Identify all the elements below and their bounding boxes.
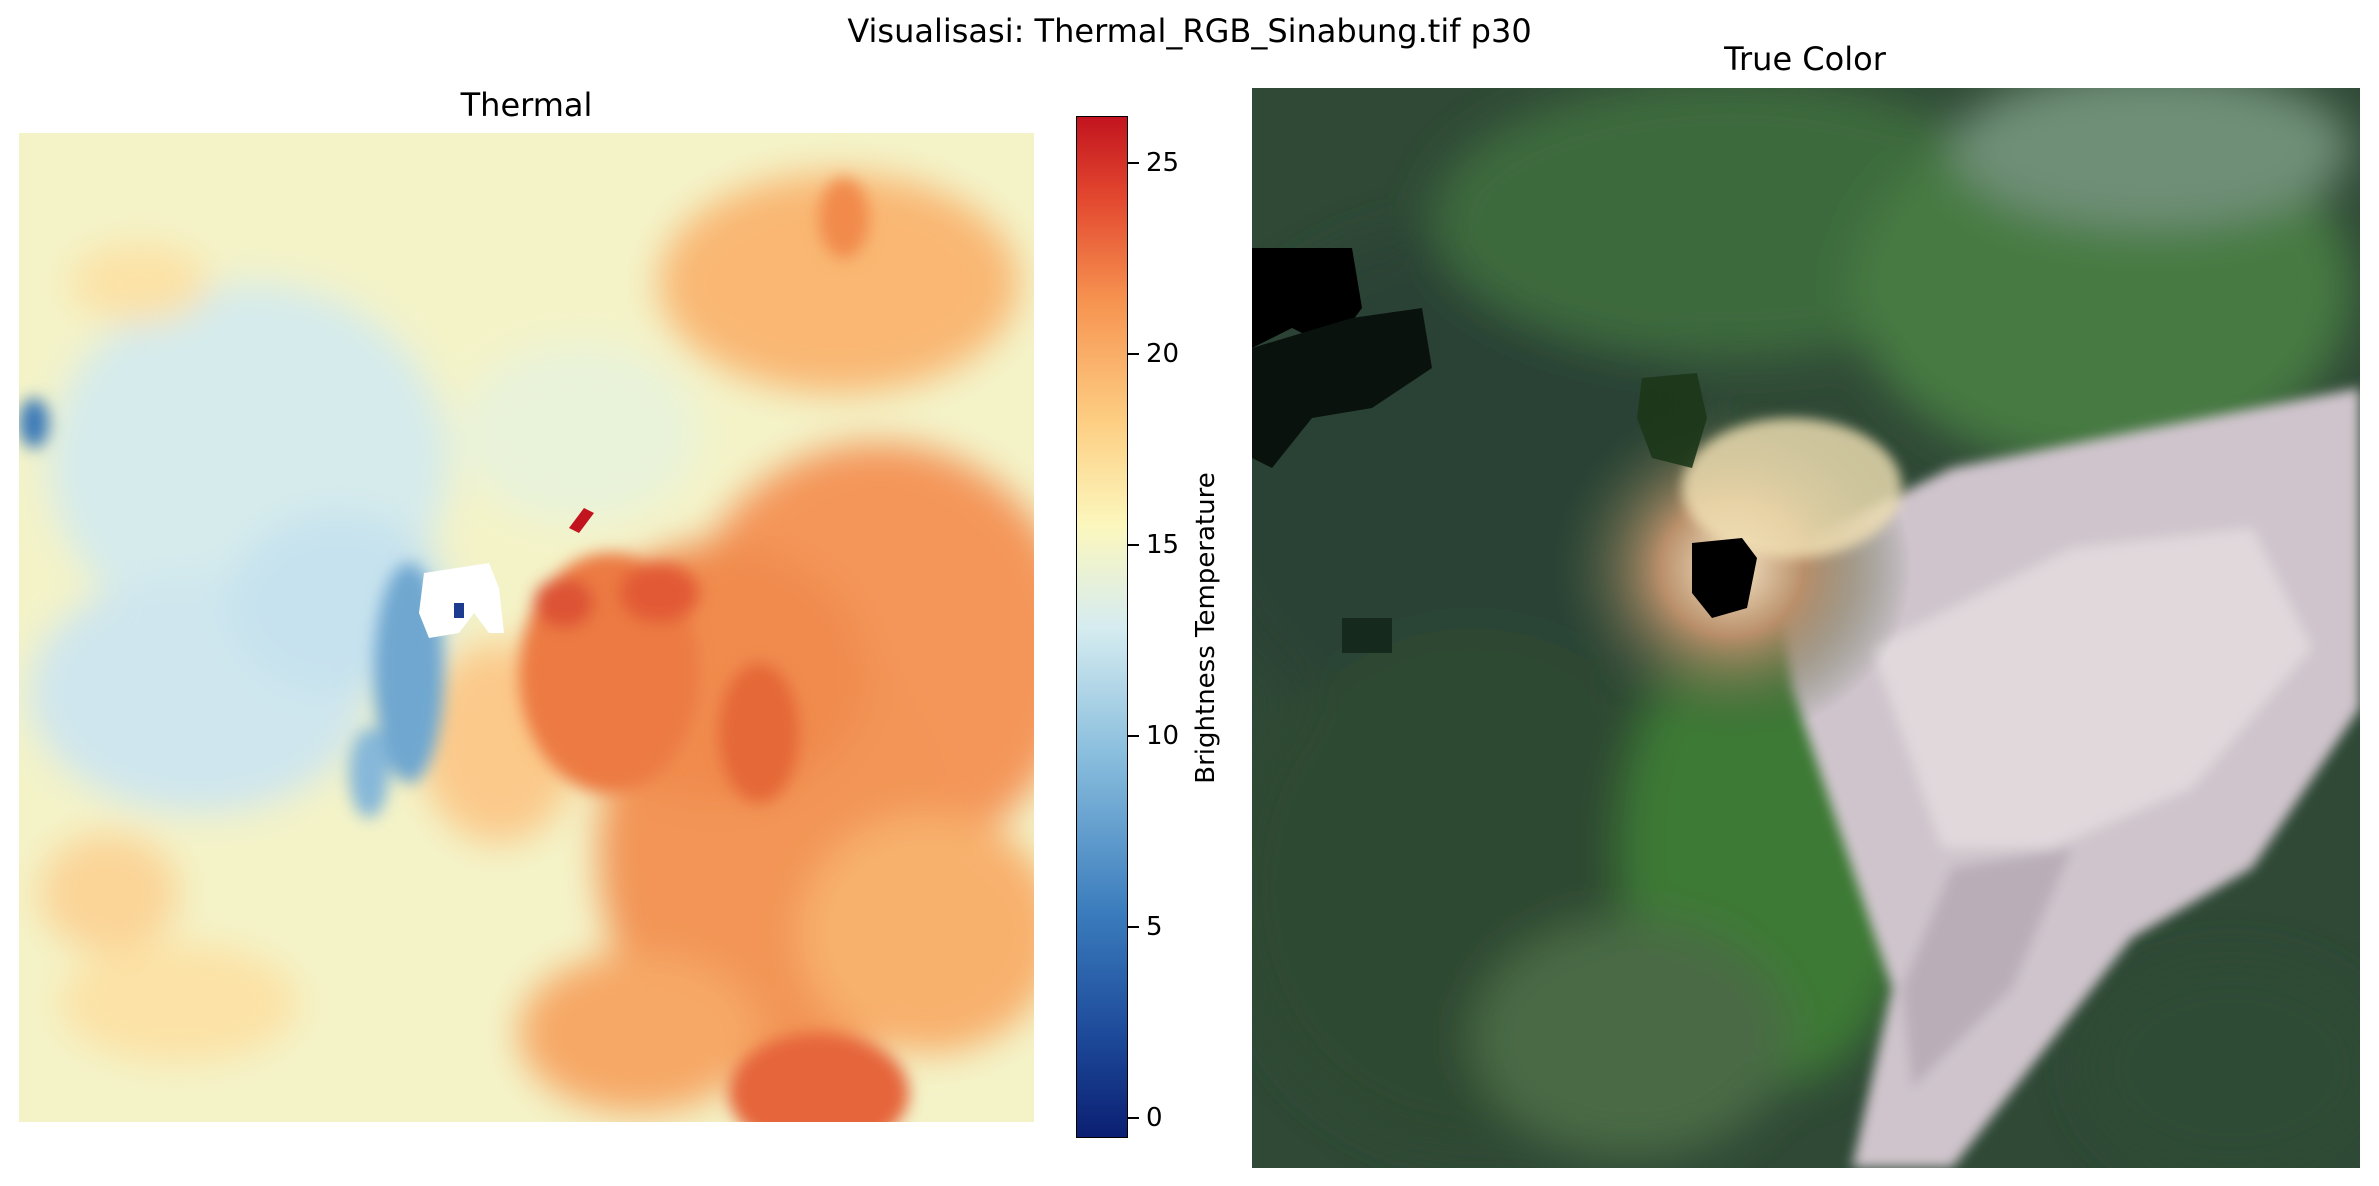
colorbar-label: Brightness Temperature [1191,472,1221,784]
thermal-panel-title: Thermal [460,86,593,124]
truecolor-satellite-image [1252,88,2360,1168]
truecolor-image [1252,88,2360,1168]
truecolor-panel-title: True Color [1724,40,1886,78]
figure-title: Visualisasi: Thermal_RGB_Sinabung.tif p3… [847,12,1532,50]
colorbar [1076,116,1128,1138]
thermal-image [19,133,1034,1122]
thermal-heatmap [19,133,1034,1122]
